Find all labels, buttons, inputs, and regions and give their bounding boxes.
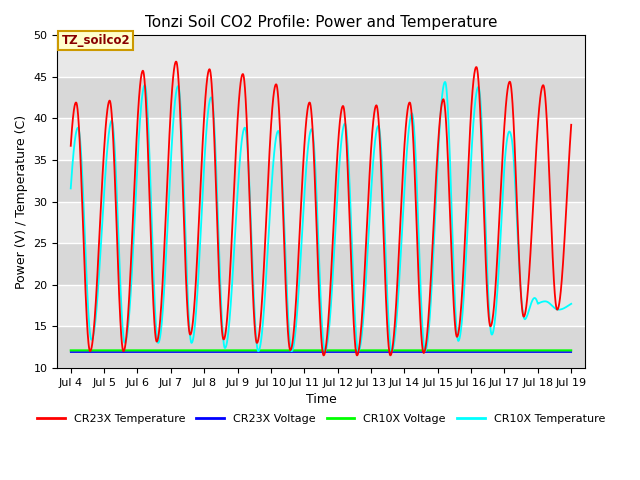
Legend: CR23X Temperature, CR23X Voltage, CR10X Voltage, CR10X Temperature: CR23X Temperature, CR23X Voltage, CR10X …	[33, 410, 609, 429]
Title: Tonzi Soil CO2 Profile: Power and Temperature: Tonzi Soil CO2 Profile: Power and Temper…	[145, 15, 497, 30]
Text: TZ_soilco2: TZ_soilco2	[61, 34, 130, 47]
Bar	[58, 77, 584, 119]
Bar	[58, 36, 584, 77]
Y-axis label: Power (V) / Temperature (C): Power (V) / Temperature (C)	[15, 115, 28, 288]
Bar	[58, 160, 584, 202]
Bar	[58, 202, 584, 243]
Bar	[58, 285, 584, 326]
Bar	[58, 243, 584, 285]
X-axis label: Time: Time	[306, 393, 337, 406]
Bar	[58, 119, 584, 160]
Bar	[58, 326, 584, 368]
